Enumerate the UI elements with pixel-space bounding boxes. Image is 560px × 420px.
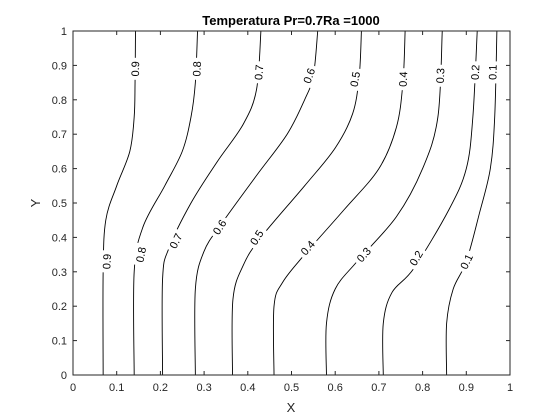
y-tick-label: 0.5: [52, 198, 67, 210]
x-tick-label: 0.6: [328, 382, 343, 394]
contour-label-0.5: 0.5: [349, 71, 363, 88]
contour-label-0.3: 0.3: [435, 68, 448, 84]
plot-area: [73, 31, 510, 375]
contour-label-0.1: 0.1: [458, 252, 475, 271]
contour-label-0.2: 0.2: [470, 64, 483, 80]
contour-label-0.7: 0.7: [253, 64, 266, 80]
y-tick-label: 0.6: [52, 164, 67, 176]
y-tick-label: 0.4: [52, 232, 67, 244]
contour-label-0.4: 0.4: [398, 71, 411, 87]
x-tick-label: 0.7: [371, 382, 386, 394]
contour-label-0.8: 0.8: [191, 61, 204, 77]
contour-line-0.4: [272, 30, 406, 376]
y-tick-label: 0.3: [52, 267, 67, 279]
contour-line-0.2: [382, 30, 478, 376]
y-tick-label: 0.1: [52, 336, 67, 348]
contour-line-0.8: [133, 30, 198, 376]
contour-label-0.6: 0.6: [302, 67, 318, 85]
contour-line-0.3: [325, 30, 443, 376]
x-tick-label: 0.9: [459, 382, 474, 394]
contour-label-0.8: 0.8: [134, 246, 149, 263]
x-tick-label: 0.2: [153, 382, 168, 394]
contour-line-0.1: [445, 30, 498, 376]
y-tick-label: 1: [61, 26, 67, 38]
y-axis-ticks: 0 0.1 0.2 0.3 0.4 0.5 0.6 0.7 0.8 0.9 1: [52, 26, 510, 382]
y-tick-label: 0.8: [52, 95, 67, 107]
x-tick-label: 0.3: [196, 382, 211, 394]
x-tick-label: 0.8: [415, 382, 430, 394]
chart-title: Temperatura Pr=0.7Ra =1000: [202, 13, 380, 28]
x-tick-label: 0.1: [109, 382, 124, 394]
contour-label-0.9: 0.9: [130, 61, 142, 76]
y-tick-label: 0.9: [52, 60, 67, 72]
y-axis-label: Y: [28, 198, 43, 207]
x-axis-ticks: 0 0.1 0.2 0.3 0.4 0.5 0.6 0.7 0.8 0.9 1: [70, 31, 513, 394]
contour-line-0.7: [161, 30, 262, 376]
y-tick-label: 0: [61, 370, 67, 382]
x-tick-label: 0.4: [240, 382, 255, 394]
x-tick-label: 0: [70, 382, 76, 394]
x-axis-label: X: [287, 400, 296, 415]
contour-label-0.1: 0.1: [487, 65, 499, 81]
contour-label-0.9: 0.9: [101, 254, 114, 270]
y-tick-label: 0.2: [52, 301, 67, 313]
x-tick-label: 1: [507, 382, 513, 394]
x-tick-label: 0.5: [284, 382, 299, 394]
y-tick-label: 0.7: [52, 129, 67, 141]
